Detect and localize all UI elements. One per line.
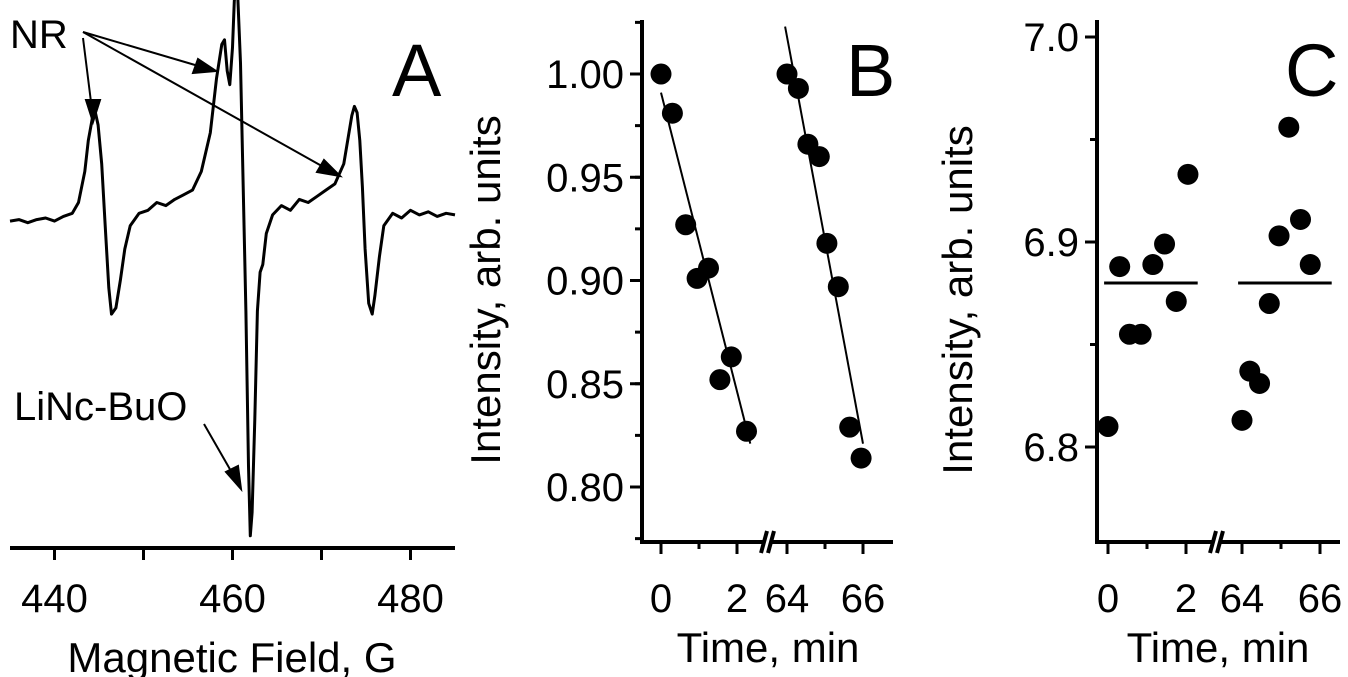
y-tick-label: 6.9 xyxy=(1023,221,1079,265)
x-tick-label: 64 xyxy=(1220,577,1265,621)
data-point xyxy=(1290,208,1311,230)
data-point xyxy=(661,102,683,124)
nr-arrow-right xyxy=(82,31,337,175)
data-point xyxy=(709,369,731,391)
panel-c-x-ticks: 0 2 64 66 xyxy=(1097,542,1342,621)
panel-a-label: A xyxy=(392,29,442,112)
data-point xyxy=(1177,163,1199,185)
y-tick-label: 0.80 xyxy=(546,466,624,510)
data-point xyxy=(650,63,672,85)
epr-spectrum-line xyxy=(9,0,456,538)
panel-c-label: C xyxy=(1285,29,1338,112)
data-point xyxy=(827,276,849,298)
panel-c-y-axis-label: Intensity, arb. units xyxy=(934,125,981,474)
data-point xyxy=(1097,416,1119,437)
panel-c-y-ticks: 6.8 6.9 7.0 xyxy=(1023,16,1097,470)
panel-a-x-ticks: 440 460 480 xyxy=(21,548,444,621)
linc-arrow-head xyxy=(224,464,243,493)
data-point xyxy=(1299,254,1321,276)
x-tick-label: 66 xyxy=(1298,577,1343,621)
data-point xyxy=(1142,254,1164,276)
panel-b-label: B xyxy=(846,29,895,112)
panel-a: 440 460 480 A Magnetic Field, G NR LiNc-Bu… xyxy=(9,0,456,677)
panel-b-axis-break xyxy=(759,530,776,554)
data-point xyxy=(808,146,830,168)
data-point xyxy=(675,214,697,236)
x-tick-label: 64 xyxy=(765,577,810,621)
data-point xyxy=(720,346,742,368)
nr-arrow-mid-head xyxy=(191,57,219,75)
x-tick-label: 460 xyxy=(199,577,266,621)
panel-b-points xyxy=(650,63,872,469)
linc-buo-annotation: LiNc-BuO xyxy=(14,385,187,429)
data-point xyxy=(1231,409,1253,431)
panel-b-y-axis-label: Intensity, arb. units xyxy=(462,115,509,464)
data-point xyxy=(850,447,872,469)
panel-c-axis-break xyxy=(1208,530,1225,554)
y-tick-label: 0.90 xyxy=(546,260,624,304)
data-point xyxy=(736,420,757,442)
x-tick-label: 0 xyxy=(1097,577,1119,621)
data-point xyxy=(1109,256,1131,278)
panel-a-x-axis-label: Magnetic Field, G xyxy=(67,634,396,677)
x-tick-label: 440 xyxy=(21,577,88,621)
data-point xyxy=(1278,116,1300,138)
x-tick-label: 0 xyxy=(650,577,672,621)
nr-annotation: NR xyxy=(10,13,68,57)
y-tick-label: 0.95 xyxy=(546,156,624,200)
nr-arrow-right-head xyxy=(315,158,343,178)
panel-c-points xyxy=(1097,116,1321,437)
data-point xyxy=(816,232,838,254)
panel-c: 6.8 6.9 7.0 0 2 64 66 C Time, min Intensity, … xyxy=(934,16,1342,671)
panel-b-y-ticks: 0.80 0.85 0.90 0.95 1.00 xyxy=(546,20,642,541)
data-point xyxy=(1249,372,1271,394)
nr-arrow-left-head xyxy=(84,99,102,126)
y-tick-label: 1.00 xyxy=(546,53,624,97)
panel-b: 0.800.850.900.951.00 0 2 64 66 B Time, min … xyxy=(462,20,895,671)
nr-arrow-mid xyxy=(82,31,213,71)
data-point xyxy=(839,416,861,438)
panel-b-x-axis-label: Time, min xyxy=(677,624,860,671)
x-tick-label: 2 xyxy=(726,577,748,621)
data-point xyxy=(1165,290,1187,312)
x-tick-label: 480 xyxy=(377,577,444,621)
panel-b-x-ticks: 0 2 64 66 xyxy=(650,542,885,621)
data-point xyxy=(1154,233,1176,255)
data-point xyxy=(1130,323,1152,345)
y-tick-label: 0.85 xyxy=(546,363,624,407)
x-tick-label: 66 xyxy=(841,577,886,621)
panel-c-x-axis-label: Time, min xyxy=(1127,624,1310,671)
data-point xyxy=(1268,225,1290,247)
data-point xyxy=(776,63,798,85)
annotation-arrows xyxy=(82,31,343,493)
data-point xyxy=(1258,293,1280,314)
x-tick-label: 2 xyxy=(1175,577,1197,621)
data-point xyxy=(787,77,809,99)
y-tick-label: 7.0 xyxy=(1023,16,1079,60)
y-tick-label: 6.8 xyxy=(1023,426,1079,470)
data-point xyxy=(698,257,719,279)
